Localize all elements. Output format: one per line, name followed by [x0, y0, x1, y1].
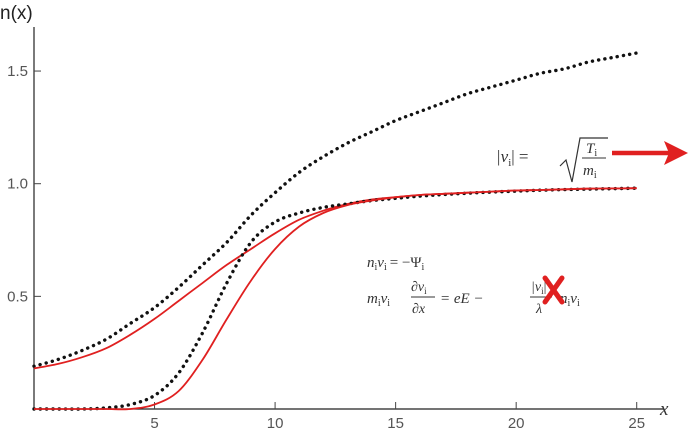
velocity-sub: i [508, 157, 511, 169]
arrow-head [664, 141, 688, 165]
x-tick-label: 25 [628, 415, 645, 432]
svg-text:|vi|: |vi| [531, 280, 546, 296]
momentum-equation: mivi ∂vi ∂x = eE − |vi| λ nivi [367, 275, 580, 317]
right-arrow [612, 141, 688, 165]
ticks: 5 10 15 20 25 0.5 1.0 1.5 [7, 63, 645, 432]
velocity-num: T [586, 141, 596, 157]
svg-text:mivi: mivi [367, 291, 390, 309]
velocity-num-sub: i [594, 148, 597, 159]
svg-text:nivi: nivi [560, 291, 580, 309]
series-0-dotted-line [32, 51, 639, 368]
cross-mark [542, 275, 565, 305]
continuity-equation: nivi = −Ψi [367, 255, 424, 273]
x-tick-label: 15 [387, 415, 404, 432]
svg-text:mi: mi [583, 163, 597, 181]
velocity-eq: | = [511, 147, 528, 166]
x-axis-label: x [659, 399, 669, 420]
svg-text:∂x: ∂x [412, 302, 426, 317]
axes [33, 27, 664, 410]
svg-text:|vi| =: |vi| = [496, 147, 529, 169]
y-axis-label: n(x) [0, 3, 33, 24]
sqrt-sign [559, 137, 608, 183]
y-tick-label: 0.5 [7, 288, 28, 305]
y-tick-label: 1.0 [7, 176, 28, 193]
x-tick-label: 20 [508, 415, 525, 432]
series-layer [32, 51, 639, 411]
svg-text:Ti: Ti [586, 141, 597, 159]
x-tick-label: 5 [150, 415, 158, 432]
velocity-formula: |vi| = Ti mi [496, 137, 608, 183]
svg-text:∂vi: ∂vi [411, 280, 427, 296]
velocity-lhs: |v [496, 147, 509, 166]
y-tick-label: 1.5 [7, 63, 28, 80]
series-3-solid-line [34, 187, 637, 411]
x-tick-label: 10 [267, 415, 284, 432]
svg-text:λ: λ [535, 302, 542, 317]
velocity-den-sub: i [594, 170, 597, 181]
velocity-den: m [583, 163, 594, 179]
svg-text:= eE −: = eE − [440, 291, 484, 307]
